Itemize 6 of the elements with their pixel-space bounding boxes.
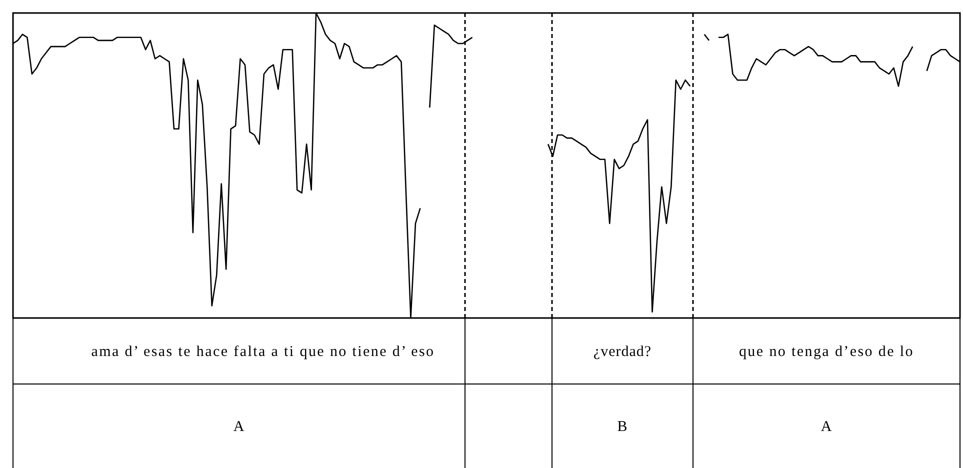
text: A xyxy=(820,419,832,435)
text: A xyxy=(233,419,245,435)
text: que no tenga d’eso de lo xyxy=(738,344,914,360)
text: B xyxy=(617,419,628,435)
text: ¿verdad? xyxy=(593,344,652,360)
text: ama d’ esas te hace falta a ti que no tiene d’ eso xyxy=(91,344,435,360)
